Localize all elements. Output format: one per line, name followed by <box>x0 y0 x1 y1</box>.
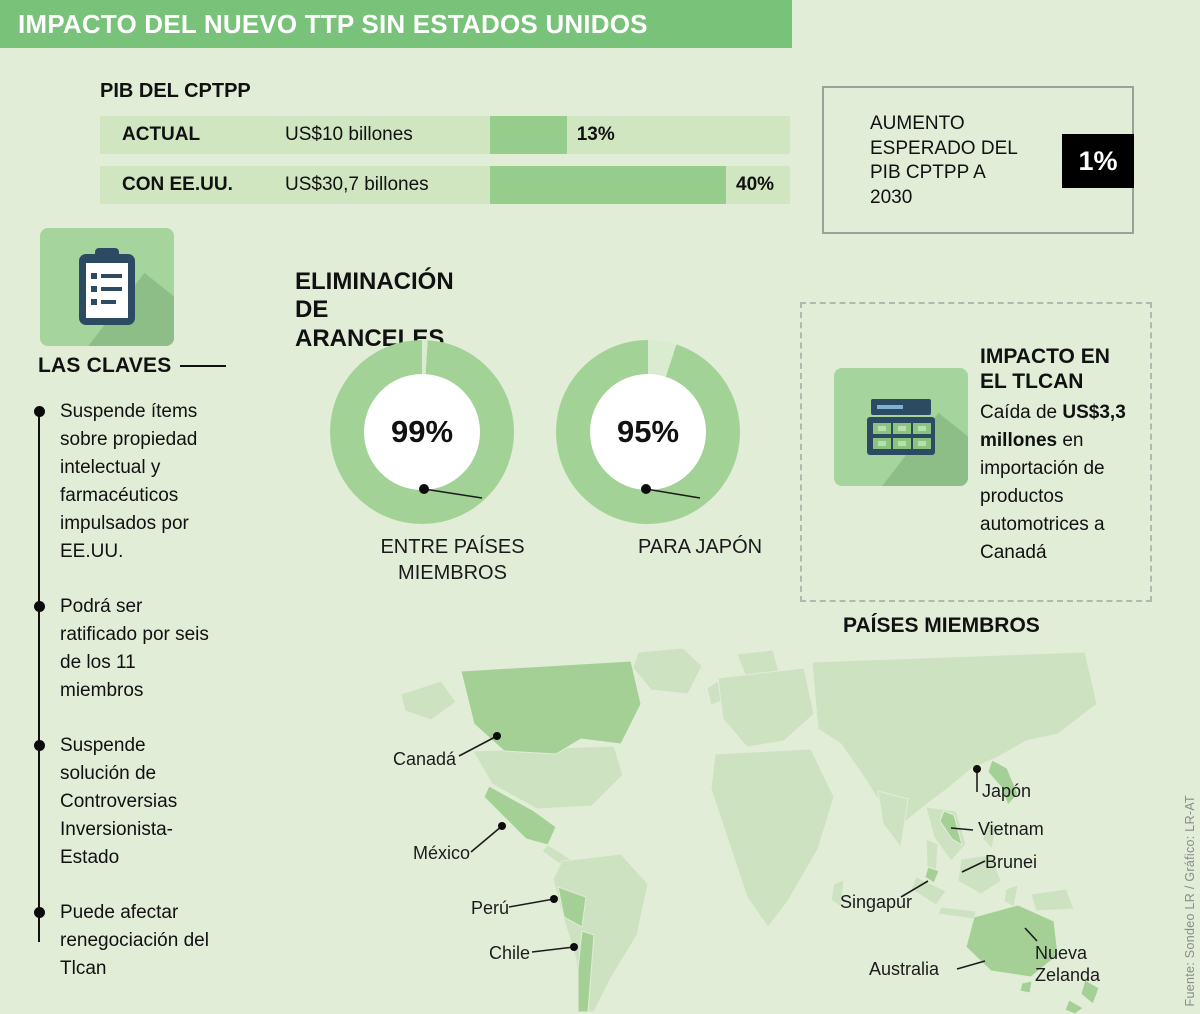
tlcan-callout-box: IMPACTO EN EL TLCAN Caída de US$3,3 mill… <box>800 302 1152 602</box>
country-new-zealand-north <box>1080 979 1100 1005</box>
donut-value-label: 95% <box>616 414 680 449</box>
map-label-japon: Japón <box>982 781 1032 801</box>
page-title: IMPACTO DEL NUEVO TTP SIN ESTADOS UNIDOS <box>18 9 648 39</box>
clipboard-icon-tile <box>40 228 174 346</box>
donut-chart-japon: 95% PARA JAPÓN <box>556 340 762 580</box>
list-item: Está abierto a la participación de más p… <box>60 1010 214 1014</box>
list-item: Puede afectar renegociación del Tlcan <box>33 899 214 983</box>
cash-drawer-icon-tile <box>834 368 968 486</box>
member-countries <box>460 660 1100 1014</box>
bar-value-label: 40% <box>736 174 775 195</box>
map-label-peru: Perú <box>471 898 510 918</box>
bar-fill-actual <box>490 116 567 154</box>
tlcan-text: Caída de US$3,3 millones en importación … <box>980 399 1148 567</box>
header-bar: IMPACTO DEL NUEVO TTP SIN ESTADOS UNIDOS <box>0 0 792 48</box>
country-malaysia <box>924 866 940 884</box>
bar-category-label: ACTUAL <box>122 124 201 145</box>
map-label-chile: Chile <box>489 943 531 963</box>
country-japan <box>987 759 1019 806</box>
cash-drawer-icon <box>867 399 935 455</box>
donut-caption: PARA JAPÓN <box>638 536 763 558</box>
donut-caption: ENTRE PAÍSES MIEMBROS <box>380 536 525 584</box>
list-item: Suspende solución de Controversias Inver… <box>33 732 214 872</box>
map-label-brunei: Brunei <box>985 852 1038 872</box>
country-tasmania <box>1019 980 1033 994</box>
donut-value-label: 99% <box>390 414 454 449</box>
tlcan-text-pre: Caída de <box>980 402 1063 423</box>
map-label-canada: Canadá <box>393 749 457 769</box>
pib-section-title: PIB DEL CPTPP <box>100 80 251 102</box>
donut-hole <box>590 374 706 490</box>
claves-heading: LAS CLAVES <box>38 354 227 378</box>
country-australia <box>965 904 1059 978</box>
claves-list: Suspende ítems sobre propiedad intelectu… <box>33 398 214 1014</box>
list-item: Suspende ítems sobre propiedad intelectu… <box>33 398 214 566</box>
country-mexico <box>483 785 557 846</box>
bar-row-con-eeuu: CON EE.UU. US$30,7 billones 40% <box>100 166 790 204</box>
claves-title: LAS CLAVES <box>38 354 172 377</box>
country-chile <box>577 930 595 1013</box>
heading-rule <box>180 364 227 368</box>
aumento-callout-box: AUMENTO ESPERADO DEL PIB CPTPP A 2030 1% <box>822 86 1134 234</box>
map-pointer-lines <box>458 732 1038 970</box>
country-new-zealand-south <box>1064 999 1084 1014</box>
donut-ring: 99% <box>330 340 514 524</box>
aumento-text: AUMENTO ESPERADO DEL PIB CPTPP A 2030 <box>870 113 1018 209</box>
map-label-australia: Australia <box>869 959 940 979</box>
aumento-value-badge: 1% <box>1062 134 1134 188</box>
map-label-mexico: México <box>413 843 471 863</box>
world-map: Canadá México Perú Chile Japón Vietnam B… <box>385 648 1155 1014</box>
map-label-nueva-zelanda: Nueva Zelanda <box>1035 943 1101 985</box>
tlcan-text-post: en importación de productos automotrices… <box>980 430 1105 563</box>
world-map-svg <box>400 648 1100 1014</box>
bar-row-actual: ACTUAL US$10 billones 13% <box>100 116 790 154</box>
bar-amount-label: US$10 billones <box>285 124 413 145</box>
bar-fill-con-eeuu <box>490 166 726 204</box>
list-item: Podrá ser ratificado por seis de los 11 … <box>33 593 214 705</box>
country-peru <box>557 886 587 928</box>
source-credit: Fuente: Sondeo LR / Gráfico: LR-AT <box>1183 794 1197 1006</box>
map-section-title: PAÍSES MIEMBROS <box>843 614 1040 637</box>
tlcan-title: IMPACTO EN EL TLCAN <box>980 345 1110 394</box>
map-label-singapur: Singapur <box>840 892 913 912</box>
bar-category-label: CON EE.UU. <box>122 174 233 195</box>
donut-chart-miembros: 99% ENTRE PAÍSES MIEMBROS <box>330 340 525 584</box>
donut-hole <box>364 374 480 490</box>
country-canada <box>460 660 642 755</box>
bar-value-label: 13% <box>576 124 615 145</box>
bar-amount-label: US$30,7 billones <box>285 174 429 195</box>
map-label-vietnam: Vietnam <box>978 819 1044 839</box>
tlcan-text-bold: US$3,3 millones <box>980 402 1126 451</box>
donut-ring: 95% <box>556 340 740 524</box>
clipboard-icon <box>79 248 135 325</box>
